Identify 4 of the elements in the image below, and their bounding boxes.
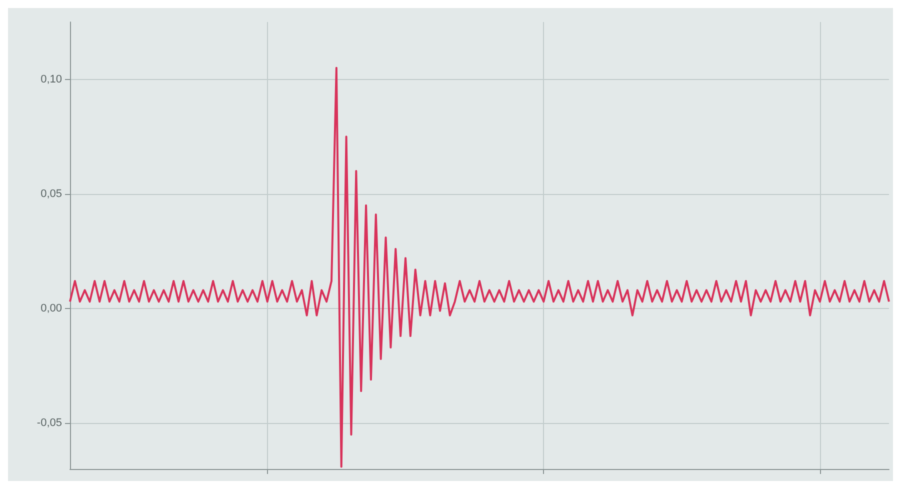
y-tick-label: 0,10 bbox=[40, 73, 62, 86]
y-tick-label: 0,00 bbox=[40, 302, 62, 315]
y-tick-label: -0,05 bbox=[36, 417, 62, 430]
y-tick-label: 0,05 bbox=[40, 188, 62, 200]
